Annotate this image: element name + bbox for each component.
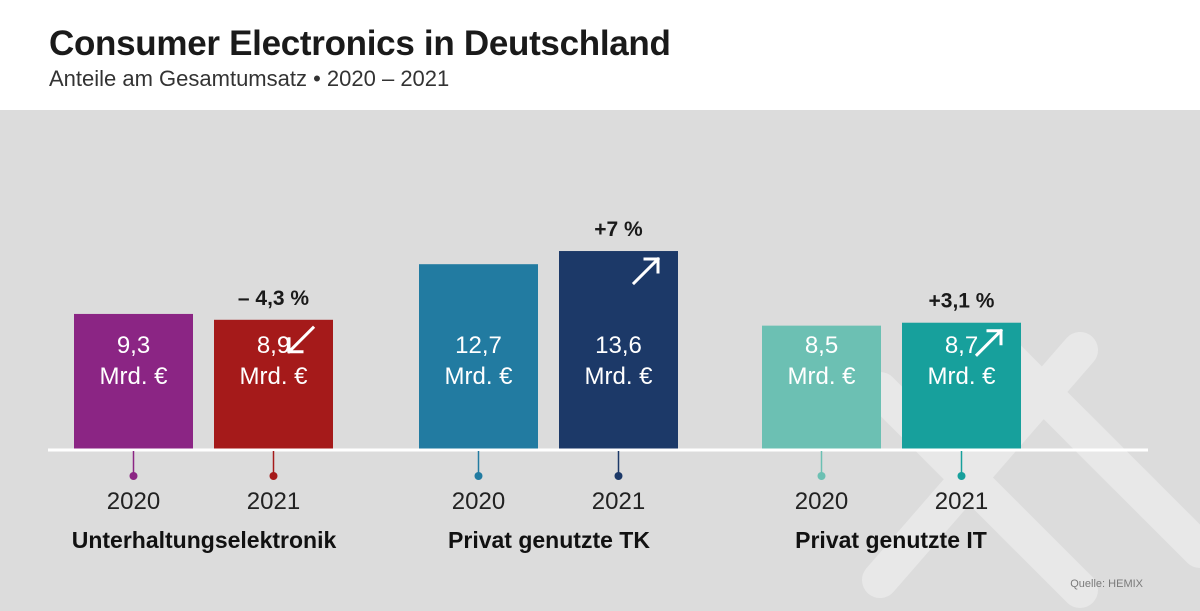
bar-unit-label: Mrd. € [584, 363, 653, 390]
source-note: Quelle: HEMIX [1070, 578, 1143, 590]
bar-3-2020 [762, 325, 881, 450]
category-label: Unterhaltungselektronik [72, 527, 337, 553]
bar-unit-label: Mrd. € [99, 363, 168, 390]
tick-dot [129, 472, 138, 480]
bar-2-2021 [559, 251, 678, 450]
arrow-up-right-icon [974, 328, 1004, 357]
bar-2-2020 [419, 264, 538, 450]
bar-chart: 9,3 Mrd. € 2020 8,9 Mrd. € 2021 – 4,3 % Unterha… [48, 218, 1200, 608]
labels-layer: 9,3 Mrd. € 2020 8,9 Mrd. € 2021 – 4,3 % Unterha… [72, 218, 1004, 553]
bar-unit-label: Mrd. € [444, 363, 513, 390]
bar-unit-label: Mrd. € [239, 363, 308, 390]
x-tick-label: 2020 [452, 488, 505, 515]
tick-dot [269, 472, 278, 480]
x-tick-label: 2020 [107, 488, 160, 515]
header: Consumer Electronics in Deutschland Ante… [0, 0, 1200, 110]
page-title: Consumer Electronics in Deutschland [49, 24, 671, 63]
bar-value-label: 8,5 [805, 332, 838, 359]
bar-unit-label: Mrd. € [927, 363, 996, 390]
category-label: Privat genutzte TK [448, 527, 650, 553]
bar-unit-label: Mrd. € [787, 363, 856, 390]
tick-dot [957, 472, 966, 480]
bar-value-label: 13,6 [595, 332, 642, 359]
category-label: Privat genutzte IT [795, 527, 987, 553]
bar-value-label: 8,9 [257, 332, 290, 359]
tick-dot [614, 472, 623, 480]
bar-value-label: 9,3 [117, 332, 150, 359]
change-label: +3,1 % [929, 290, 995, 313]
bar-value-label: 8,7 [945, 332, 978, 359]
bar-1-2021 [214, 319, 333, 450]
chart-panel: 9,3 Mrd. € 2020 8,9 Mrd. € 2021 – 4,3 % Unterha… [0, 110, 1200, 611]
tick-dot [474, 472, 483, 480]
page-subtitle: Anteile am Gesamtumsatz • 2020 – 2021 [49, 66, 450, 91]
change-label: +7 % [594, 218, 643, 241]
change-label: – 4,3 % [238, 287, 310, 310]
x-tick-label: 2020 [795, 488, 848, 515]
bar-value-label: 12,7 [455, 332, 502, 359]
arrow-up-right-icon [631, 256, 661, 286]
x-tick-label: 2021 [592, 488, 645, 515]
bars-layer [74, 251, 1021, 450]
tick-dot [817, 472, 826, 480]
arrow-down-left-icon [286, 325, 316, 354]
x-tick-label: 2021 [935, 488, 988, 515]
x-tick-label: 2021 [247, 488, 300, 515]
bar-1-2020 [74, 313, 193, 450]
